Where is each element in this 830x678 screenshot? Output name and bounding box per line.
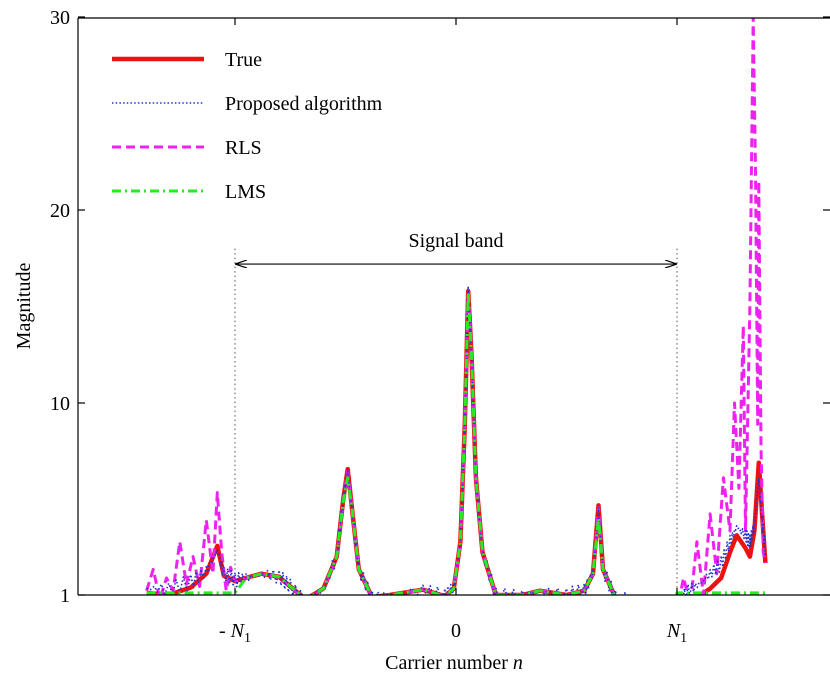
x-axis-label: Carrier number n <box>385 652 523 674</box>
series-lines <box>145 18 768 595</box>
signal-band-markers: Signal band <box>234 230 678 595</box>
legend: True Proposed algorithm RLS LMS <box>112 49 383 203</box>
y-tick-label: 30 <box>50 7 70 29</box>
ticks: 1 10 20 30 - N1 0 N1 <box>50 7 830 646</box>
x-axis-label-text: Carrier number <box>385 652 513 674</box>
x-tick-label: N1 <box>666 620 687 646</box>
series-line-proposed-algorithm <box>146 285 767 595</box>
signal-band-label: Signal band <box>409 230 504 252</box>
legend-label: True <box>225 49 262 71</box>
x-axis-label-var: n <box>513 652 523 674</box>
legend-label: LMS <box>225 181 266 203</box>
x-tick-label: 0 <box>451 620 461 642</box>
axes <box>77 17 830 596</box>
plot-area <box>78 18 830 595</box>
x-tick-label: - N1 <box>219 620 251 646</box>
legend-label: RLS <box>225 137 262 159</box>
y-axis-label: Magnitude <box>13 263 35 350</box>
y-tick-label: 10 <box>50 393 70 415</box>
y-tick-label: 20 <box>50 200 70 222</box>
plot-frame <box>78 18 830 595</box>
legend-label: Proposed algorithm <box>225 93 383 115</box>
y-tick-label: 1 <box>60 585 70 607</box>
